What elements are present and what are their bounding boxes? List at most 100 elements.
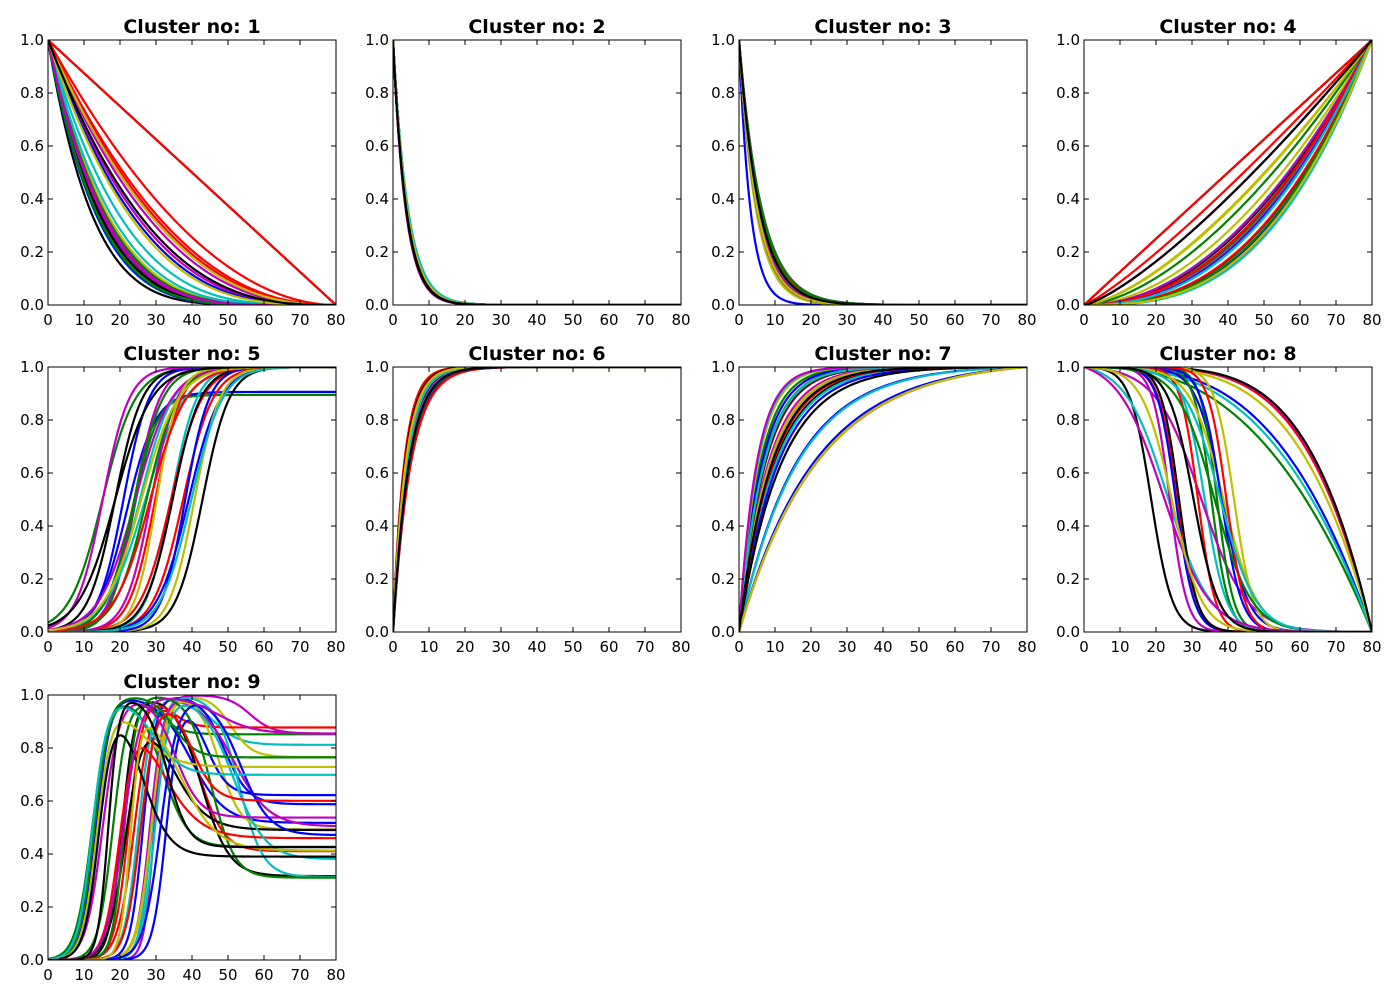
y-tick-label: 0.4 xyxy=(20,190,44,208)
series-line xyxy=(393,367,681,632)
y-tick-label: 0.2 xyxy=(365,570,389,588)
series-line xyxy=(1084,40,1372,305)
series-line xyxy=(393,40,681,305)
x-tick-label: 20 xyxy=(110,638,129,656)
x-tick-label: 60 xyxy=(1290,638,1309,656)
y-tick-label: 0.6 xyxy=(1056,464,1080,482)
y-tick-label: 0.4 xyxy=(20,517,44,535)
series-line xyxy=(393,40,681,305)
cluster-panel-5: 0 10 20 30 40 50 60 70 80 0.0 0.2 0.4 0.6 0.8 1.0 Clust… xyxy=(20,343,345,656)
series-line xyxy=(1084,40,1372,305)
x-tick-label: 20 xyxy=(1146,638,1165,656)
x-tick-label: 50 xyxy=(909,638,928,656)
series-line xyxy=(393,367,681,632)
x-tick-label: 80 xyxy=(1017,638,1036,656)
y-tick-label: 0.0 xyxy=(20,623,44,641)
series-line xyxy=(48,40,336,305)
y-tick-label: 0.6 xyxy=(711,464,735,482)
series-line xyxy=(48,703,336,960)
panel-title: Cluster no: 8 xyxy=(1159,343,1296,365)
series-line xyxy=(393,40,681,305)
x-tick-label: 40 xyxy=(873,638,892,656)
y-tick-label: 0.0 xyxy=(365,623,389,641)
y-tick-label: 0.4 xyxy=(711,190,735,208)
series-line xyxy=(1084,367,1372,632)
y-tick-label: 0.2 xyxy=(365,243,389,261)
series-line xyxy=(393,367,681,632)
series-line xyxy=(739,40,1027,305)
series-line xyxy=(393,367,681,632)
y-tick-label: 0.0 xyxy=(1056,296,1080,314)
series-line xyxy=(739,367,1027,632)
x-tick-label: 30 xyxy=(146,311,165,329)
axes-frame xyxy=(392,366,682,633)
y-tick-label: 0.8 xyxy=(711,84,735,102)
y-tick-label: 0.4 xyxy=(365,517,389,535)
series-line xyxy=(393,40,681,305)
x-tick-label: 30 xyxy=(837,311,856,329)
x-tick-label: 80 xyxy=(671,311,690,329)
y-tick-label: 0.4 xyxy=(711,517,735,535)
series-line xyxy=(393,40,681,305)
y-tick-label: 0.2 xyxy=(1056,570,1080,588)
series-line xyxy=(393,367,681,632)
series-group xyxy=(393,40,681,305)
series-line xyxy=(393,367,681,632)
axes-frame xyxy=(392,39,682,306)
series-line xyxy=(393,367,681,632)
x-tick-label: 20 xyxy=(1146,311,1165,329)
panel-title: Cluster no: 7 xyxy=(814,343,951,365)
x-tick-label: 50 xyxy=(218,638,237,656)
y-tick-label: 1.0 xyxy=(20,358,44,376)
x-tick-label: 0 xyxy=(734,638,744,656)
y-tick-label: 0.0 xyxy=(711,296,735,314)
y-tick-label: 0.8 xyxy=(711,411,735,429)
series-line xyxy=(393,40,681,305)
x-tick-label: 0 xyxy=(388,311,398,329)
panel-title: Cluster no: 1 xyxy=(123,16,260,38)
series-line xyxy=(1084,40,1372,305)
x-tick-label: 40 xyxy=(182,311,201,329)
panel-title: Cluster no: 9 xyxy=(123,671,260,693)
y-tick-label: 0.0 xyxy=(365,296,389,314)
x-tick-label: 30 xyxy=(491,311,510,329)
series-group xyxy=(48,695,336,960)
y-tick-label: 0.8 xyxy=(365,84,389,102)
series-line xyxy=(393,367,681,632)
series-line xyxy=(393,40,681,305)
series-line xyxy=(48,721,336,960)
x-tick-label: 70 xyxy=(290,311,309,329)
series-line xyxy=(393,40,681,305)
series-line xyxy=(48,40,336,305)
panel-title: Cluster no: 2 xyxy=(468,16,605,38)
series-group xyxy=(48,40,336,305)
x-tick-label: 70 xyxy=(981,638,1000,656)
series-line xyxy=(393,367,681,632)
x-tick-label: 0 xyxy=(43,311,53,329)
x-tick-label: 60 xyxy=(254,638,273,656)
y-tick-label: 0.0 xyxy=(20,951,44,969)
series-line xyxy=(393,40,681,305)
x-tick-label: 0 xyxy=(43,638,53,656)
x-tick-label: 10 xyxy=(765,638,784,656)
series-line xyxy=(393,367,681,632)
cluster-panel-8: 0 10 20 30 40 50 60 70 80 0.0 0.2 0.4 0.6 0.8 1.0 Clust… xyxy=(1056,343,1381,656)
x-tick-label: 0 xyxy=(388,638,398,656)
series-line xyxy=(393,367,681,632)
x-tick-label: 50 xyxy=(218,966,237,984)
y-tick-label: 0.8 xyxy=(20,411,44,429)
series-line xyxy=(393,367,681,632)
x-tick-label: 40 xyxy=(527,311,546,329)
series-group xyxy=(739,40,1027,305)
x-tick-label: 60 xyxy=(945,638,964,656)
series-line xyxy=(393,40,681,305)
x-tick-label: 70 xyxy=(290,966,309,984)
x-tick-label: 50 xyxy=(909,311,928,329)
series-line xyxy=(48,734,336,960)
x-tick-label: 80 xyxy=(671,638,690,656)
x-tick-label: 0 xyxy=(43,966,53,984)
x-tick-label: 40 xyxy=(527,638,546,656)
y-tick-label: 0.2 xyxy=(20,898,44,916)
series-line xyxy=(393,367,681,632)
y-tick-label: 1.0 xyxy=(711,31,735,49)
